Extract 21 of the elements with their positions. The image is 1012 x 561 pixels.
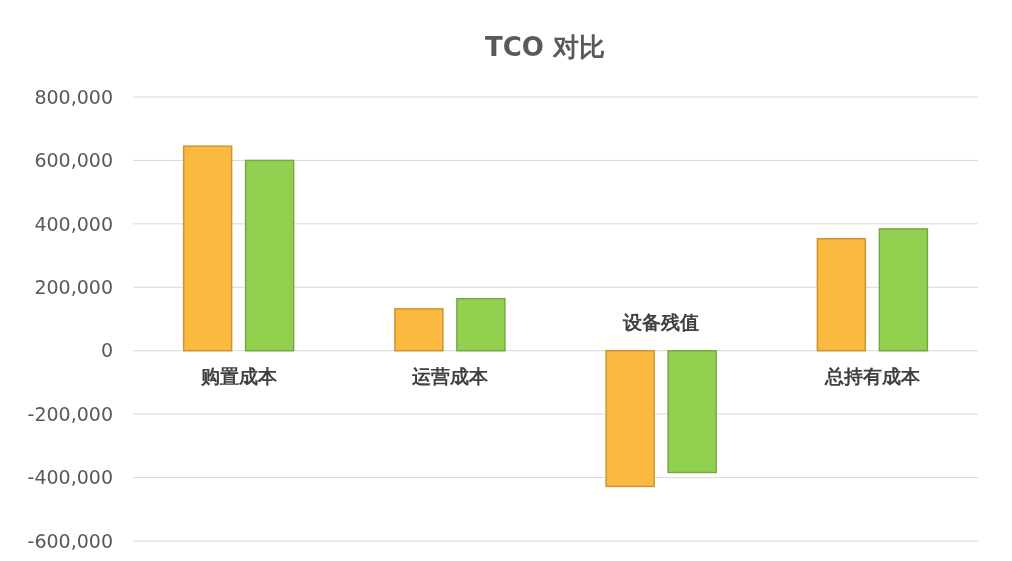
bar — [244, 159, 295, 352]
x-tick-label: 运营成本 — [410, 364, 489, 387]
bar — [667, 349, 717, 474]
y-tick-label: 400,000 — [34, 212, 113, 235]
bar — [456, 297, 506, 352]
x-tick-label: 设备残值 — [622, 310, 700, 333]
bar — [394, 308, 444, 352]
y-tick-label: 0 — [100, 339, 113, 362]
y-tick-label: 200,000 — [34, 275, 113, 298]
chart-title: TCO 对比 — [485, 32, 605, 62]
y-tick-label: -600,000 — [27, 529, 113, 552]
y-tick-label: -200,000 — [27, 402, 113, 425]
y-tick-label: 800,000 — [34, 85, 113, 108]
x-tick-label: 购置成本 — [199, 364, 278, 387]
x-tick-label: 总持有成本 — [823, 364, 921, 387]
bar — [182, 145, 233, 352]
bar — [878, 228, 929, 352]
bar — [816, 238, 867, 352]
y-tick-label: -400,000 — [27, 466, 113, 489]
bar — [605, 349, 655, 488]
y-tick-label: 600,000 — [34, 149, 113, 172]
